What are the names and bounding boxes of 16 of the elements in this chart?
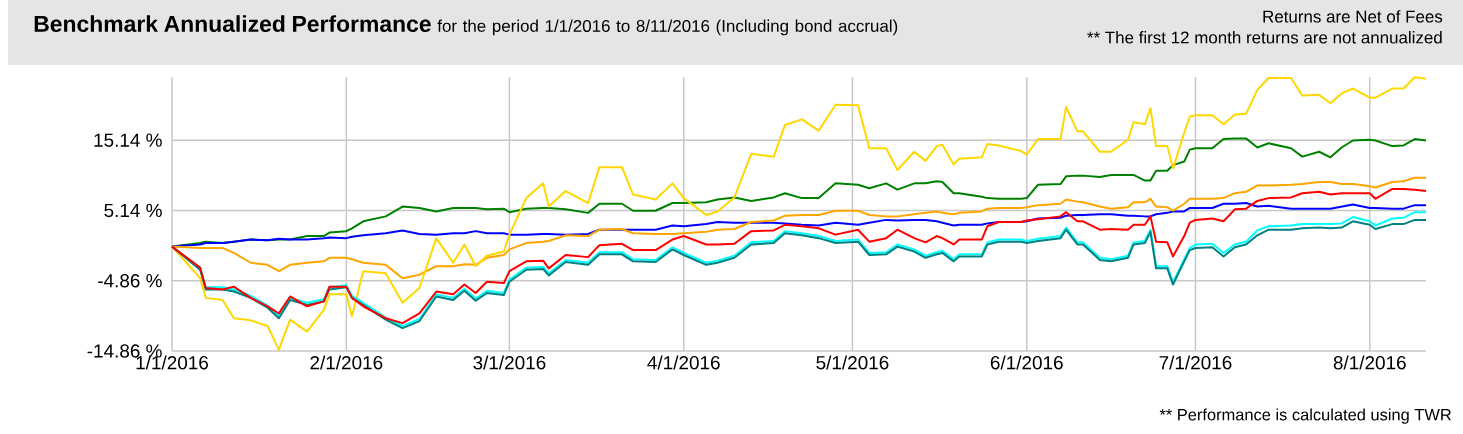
line-series bbox=[171, 76, 1428, 351]
x-tick-label: 8/1/2016 bbox=[1333, 355, 1406, 370]
text: ** The first 12 month returns are not annualized bbox=[1087, 31, 1442, 44]
y-tick-label: 15.14 % bbox=[94, 133, 162, 147]
chart-subtitle: for the period 1/1/2016 to 8/11/2016 (Including bond accrual) bbox=[437, 19, 898, 36]
x-tick-label: 5/1/2016 bbox=[816, 355, 889, 370]
x-tick-label: 3/1/2016 bbox=[473, 355, 546, 370]
y-tick-label: -4.86 % bbox=[98, 274, 162, 288]
y-tick-label: 5.14 % bbox=[104, 203, 162, 218]
chart-title: Benchmark Annualized Performance bbox=[34, 15, 431, 33]
x-tick-label: 4/1/2016 bbox=[647, 355, 720, 370]
text: ** Performance is calculated using TWR bbox=[1159, 408, 1451, 424]
x-tick-label: 6/1/2016 bbox=[990, 355, 1063, 370]
text: Returns are Net of Fees bbox=[1263, 10, 1443, 23]
x-tick-label: 7/1/2016 bbox=[1159, 355, 1232, 370]
x-tick-label: 2/1/2016 bbox=[310, 355, 383, 370]
